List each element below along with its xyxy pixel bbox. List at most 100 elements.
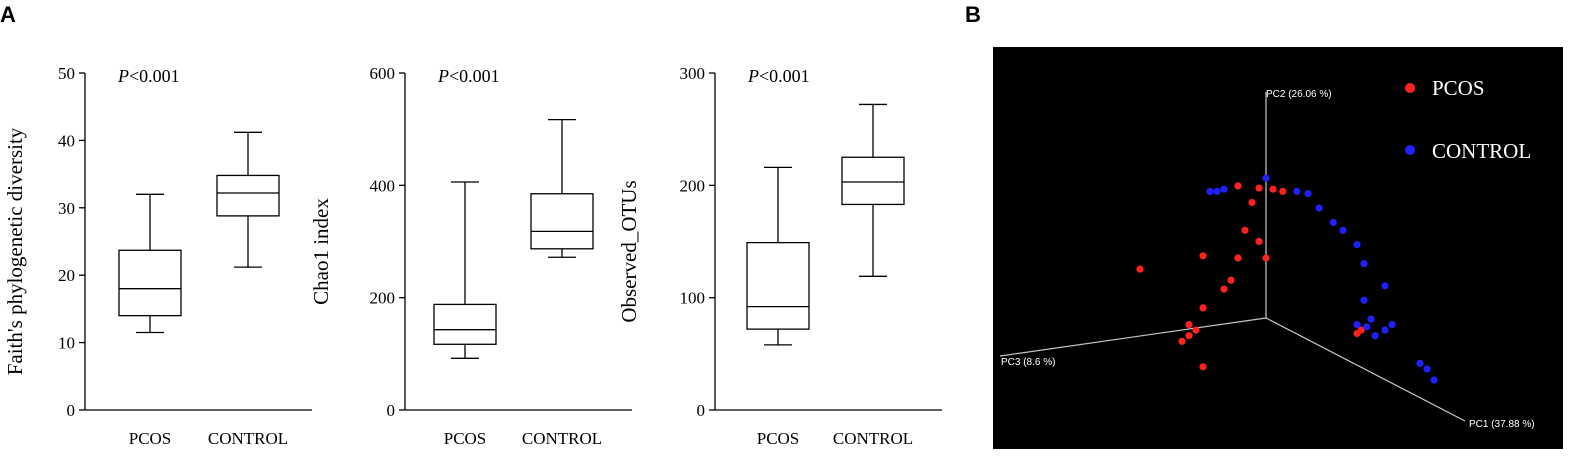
pcos-point (1279, 187, 1287, 195)
box-pcos (433, 181, 497, 359)
p-value: P<0.001 (437, 66, 500, 86)
x-category-label: PCOS (129, 429, 172, 448)
iqr-box (530, 193, 594, 250)
iqr-box (841, 156, 905, 206)
pca-3d-scatter: PC2 (26.06 %) PC1 (37.88 %) PC3 (8.6 %) … (993, 47, 1563, 449)
panel-label-b: B (965, 2, 981, 27)
p-threshold: <0.001 (759, 66, 810, 86)
pcos-point (1234, 182, 1242, 190)
pcos-point (1234, 254, 1242, 262)
box-chart-3: 0 100 200 300 Observed_OTUs P<0.001 PCOS CONTRO… (617, 64, 942, 448)
pcos-point (1357, 326, 1365, 334)
pca-background (993, 47, 1563, 449)
control-point (1360, 260, 1368, 268)
y-tick-label: 400 (370, 176, 396, 195)
x-category-label: PCOS (757, 429, 800, 448)
legend-label-pcos: PCOS (1432, 76, 1485, 100)
control-point (1339, 226, 1347, 234)
p-symbol: P (747, 66, 759, 86)
pcos-point (1199, 304, 1207, 312)
x-category-label: CONTROL (522, 429, 602, 448)
pc3-axis-label: PC3 (8.6 %) (1001, 357, 1055, 368)
pcos-point (1185, 321, 1193, 329)
control-point (1353, 321, 1361, 329)
p-threshold: <0.001 (449, 66, 500, 86)
box-control (530, 118, 594, 258)
pc1-axis-line (1265, 317, 1466, 422)
p-value: P<0.001 (747, 66, 810, 86)
y-tick-label: 100 (680, 289, 706, 308)
pc1-axis-label: PC1 (37.88 %) (1469, 419, 1535, 430)
box-pcos (746, 166, 810, 346)
iqr-box (118, 249, 182, 317)
pcos-point (1248, 198, 1256, 207)
control-point (1315, 204, 1323, 212)
control-point (1293, 187, 1301, 195)
x-category-label: CONTROL (833, 429, 913, 448)
pcos-point (1241, 226, 1249, 234)
pcos-point (1255, 237, 1263, 245)
y-tick-label: 0 (387, 401, 396, 420)
legend-marker-control (1405, 145, 1415, 155)
control-point (1416, 359, 1424, 367)
p-symbol: P (437, 66, 449, 86)
iqr-box (216, 174, 280, 217)
control-point (1206, 187, 1214, 195)
p-symbol: P (117, 66, 129, 86)
control-point (1213, 187, 1221, 195)
y-tick-label: 0 (697, 401, 706, 420)
p-value: P<0.001 (117, 66, 180, 86)
control-point (1388, 321, 1396, 329)
pcos-point (1192, 326, 1200, 334)
y-axis-label: Faith's phylogenetic diversity (3, 127, 27, 375)
pcos-point (1269, 185, 1277, 193)
box-control (841, 103, 905, 277)
p-threshold: <0.001 (129, 66, 180, 86)
box-plots: 0 10 20 30 40 50 Faith's phylogenetic diversit… (3, 64, 942, 448)
control-point (1371, 332, 1379, 340)
control-point (1262, 174, 1270, 182)
y-tick-label: 50 (58, 64, 75, 83)
pcos-point (1185, 332, 1193, 340)
pcos-point (1199, 252, 1207, 260)
y-tick-label: 200 (680, 176, 706, 195)
pc3-axis-line (999, 317, 1267, 357)
control-point (1220, 185, 1228, 193)
control-point (1304, 190, 1312, 198)
panel-label-a: A (0, 2, 16, 27)
control-point (1353, 241, 1361, 249)
iqr-box (433, 303, 497, 345)
y-tick-label: 10 (58, 334, 75, 353)
control-point (1381, 282, 1389, 290)
legend-marker-pcos (1405, 83, 1415, 93)
pca-points (1136, 174, 1438, 384)
pc2-axis-label: PC2 (26.06 %) (1266, 89, 1332, 100)
iqr-box (746, 241, 810, 330)
y-tick-label: 20 (58, 266, 75, 285)
box-pcos (118, 193, 182, 334)
y-axis-label: Chao1 index (309, 198, 333, 305)
control-point (1430, 376, 1438, 384)
y-tick-label: 40 (58, 131, 75, 150)
pcos-point (1262, 254, 1270, 262)
control-point (1367, 315, 1375, 323)
y-tick-label: 30 (58, 199, 75, 218)
control-point (1360, 296, 1368, 304)
box-control (216, 131, 280, 268)
x-category-label: PCOS (444, 429, 487, 448)
legend: PCOS CONTROL (1405, 76, 1531, 163)
y-tick-label: 0 (67, 401, 76, 420)
control-point (1363, 323, 1371, 331)
x-category-label: CONTROL (208, 429, 288, 448)
pcos-point (1255, 184, 1263, 192)
legend-label-control: CONTROL (1432, 139, 1531, 163)
control-point (1329, 218, 1337, 227)
box-chart-1: 0 10 20 30 40 50 Faith's phylogenetic diversit… (3, 64, 312, 448)
pcos-point (1227, 276, 1235, 284)
pcos-point (1136, 265, 1144, 273)
y-axis-label: Observed_OTUs (617, 180, 641, 322)
y-tick-label: 600 (370, 64, 396, 83)
pcos-point (1220, 285, 1228, 293)
pcos-point (1199, 363, 1207, 371)
